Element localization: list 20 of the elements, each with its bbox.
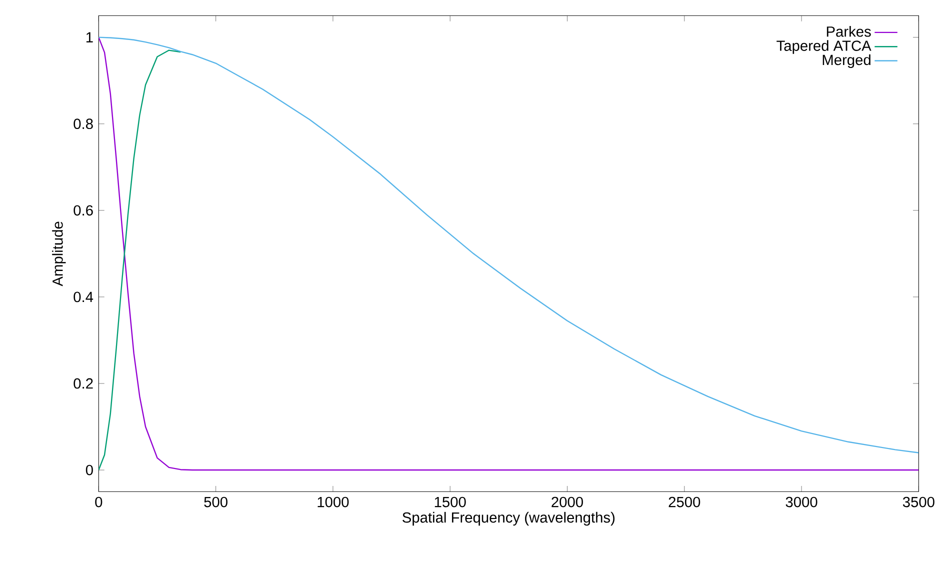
x-tick-label: 3500	[902, 496, 934, 508]
line-series	[98, 50, 182, 471]
x-tick-label: 0	[95, 496, 102, 508]
y-tick-label: 0	[86, 464, 93, 476]
y-tick-label: 0.2	[74, 378, 93, 389]
x-tick-label: 1500	[434, 496, 466, 508]
y-tick-label: 1	[86, 32, 93, 42]
x-axis-title: Spatial Frequency (wavelengths)	[402, 512, 615, 526]
y-axis-title: Amplitude	[52, 222, 66, 286]
x-tick-label: 1000	[318, 496, 349, 508]
legend-label: Tapered ATCA	[776, 40, 872, 54]
y-tick-label: 0.4	[74, 292, 94, 302]
x-tick-label: 2500	[668, 496, 700, 508]
legend-label: Merged	[822, 54, 870, 68]
x-tick-label: 500	[204, 496, 228, 508]
y-tick-label: 0.6	[74, 205, 93, 216]
legend-label: Parkes	[826, 26, 871, 37]
x-tick-label: 3000	[786, 496, 818, 508]
y-tick-label: 0.8	[74, 118, 93, 130]
x-tick-label: 2000	[552, 496, 583, 508]
